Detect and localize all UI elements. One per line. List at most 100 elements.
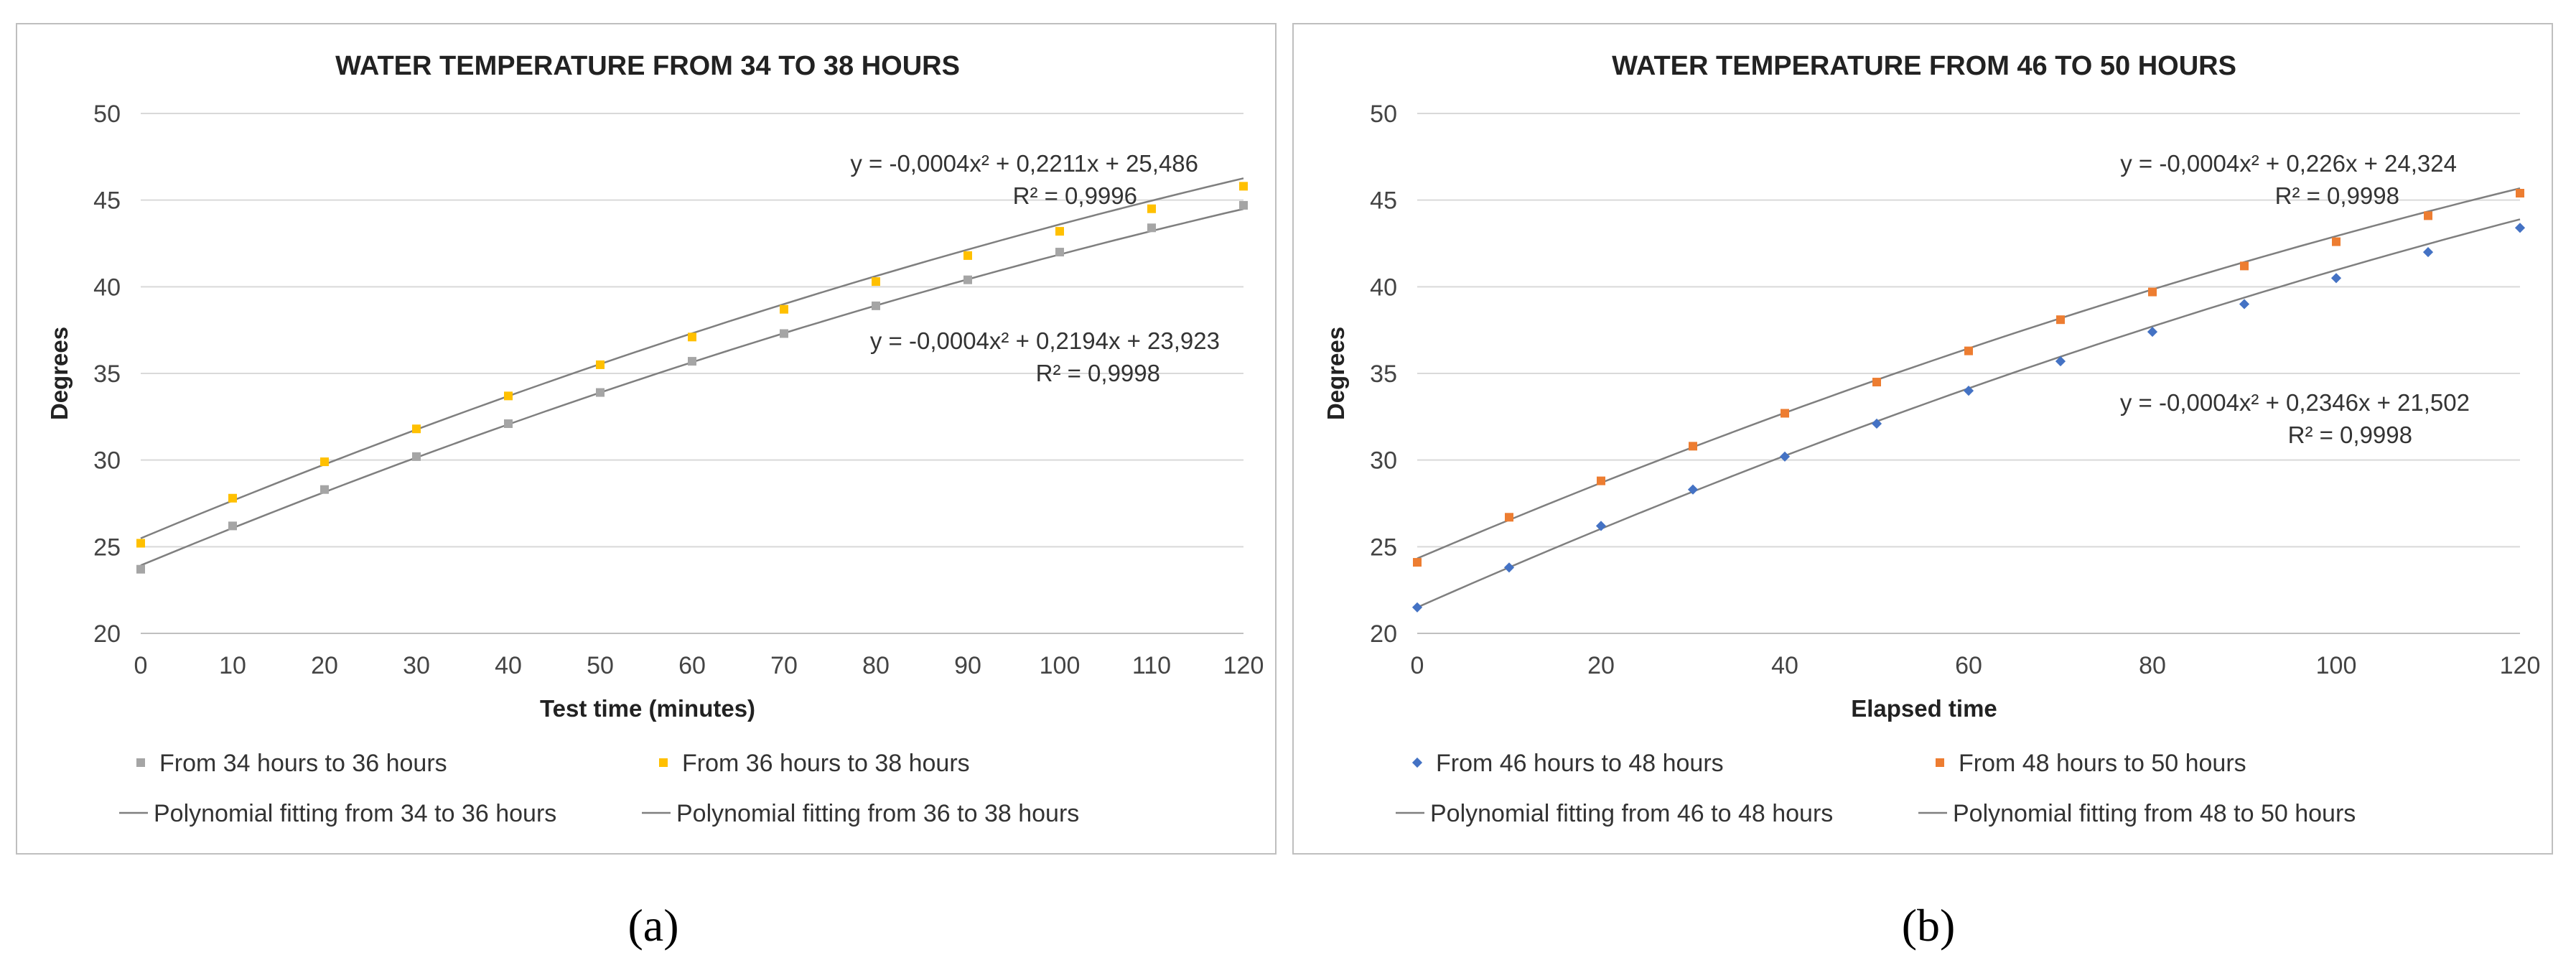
- y-tick-label: 25: [93, 534, 121, 561]
- x-tick-label: 40: [495, 652, 522, 679]
- x-tick-label: 10: [219, 652, 246, 679]
- data-point-series-0: [1147, 223, 1156, 233]
- y-tick-label: 25: [1370, 534, 1397, 561]
- y-tick-label: 45: [1370, 187, 1397, 215]
- legend-label-series-1: From 48 hours to 50 hours: [1959, 750, 2246, 777]
- legend-label-series-0: From 46 hours to 48 hours: [1436, 750, 1724, 777]
- y-axis-title: Degrees: [1322, 327, 1349, 420]
- data-point-series-1: [1055, 227, 1064, 236]
- x-axis-title: Elapsed time: [1851, 695, 1997, 722]
- x-tick-label: 100: [2316, 652, 2357, 679]
- y-tick-label: 50: [1370, 101, 1397, 128]
- fit-r2-lower: R² = 0,9998: [2288, 422, 2412, 448]
- data-point-series-0: [412, 452, 421, 461]
- data-point-series-1: [1147, 204, 1156, 213]
- x-tick-label: 90: [954, 652, 981, 679]
- legend-label-series-0: From 34 hours to 36 hours: [159, 750, 447, 777]
- data-point-series-1: [412, 424, 421, 434]
- legend-label-fit-1: Polynomial fitting from 36 to 38 hours: [676, 800, 1079, 827]
- y-tick-label: 30: [93, 447, 121, 475]
- data-point-series-1: [2240, 261, 2249, 271]
- x-axis-title: Test time (minutes): [540, 695, 755, 722]
- data-point-series-0: [2330, 273, 2342, 284]
- fit-r2-upper: R² = 0,9998: [2275, 182, 2399, 209]
- x-tick-label: 60: [678, 652, 706, 679]
- chart-panel-b: WATER TEMPERATURE FROM 46 TO 50 HOURS 20 2…: [1292, 23, 2553, 855]
- chart-panel-a: WATER TEMPERATURE FROM 34 TO 38 HOURS 20 2…: [16, 23, 1277, 855]
- x-tick-label: 120: [1223, 652, 1264, 679]
- chart-title: WATER TEMPERATURE FROM 34 TO 38 HOURS: [335, 51, 960, 81]
- fit-equation-upper: y = -0,0004x² + 0,2211x + 25,486: [850, 150, 1198, 177]
- x-tick-label: 100: [1040, 652, 1081, 679]
- y-tick-label: 35: [93, 360, 121, 388]
- data-point-series-0: [1055, 248, 1064, 257]
- legend-marker-series-0: [1411, 757, 1423, 768]
- data-point-series-1: [872, 277, 880, 287]
- data-point-series-0: [688, 357, 696, 366]
- data-point-series-1: [1597, 476, 1605, 485]
- data-point-series-0: [504, 419, 513, 428]
- legend-label-series-1: From 36 hours to 38 hours: [682, 750, 970, 777]
- data-point-series-1: [2332, 237, 2341, 246]
- data-point-series-1: [780, 304, 788, 314]
- fit-r2-lower: R² = 0,9998: [1036, 360, 1160, 386]
- data-point-series-0: [1503, 562, 1515, 573]
- fit-r2-upper: R² = 0,9996: [1013, 182, 1137, 209]
- data-point-series-1: [963, 251, 972, 260]
- x-tick-label: 0: [1411, 652, 1424, 679]
- data-point-series-0: [780, 329, 788, 338]
- x-tick-label: 30: [403, 652, 430, 679]
- data-point-series-0: [872, 301, 880, 310]
- chart-title: WATER TEMPERATURE FROM 46 TO 50 HOURS: [1612, 51, 2236, 81]
- data-point-series-1: [2056, 315, 2065, 325]
- data-point-series-0: [1239, 200, 1248, 210]
- legend-label-fit-1: Polynomial fitting from 48 to 50 hours: [1953, 800, 2356, 827]
- x-tick-label: 110: [1132, 652, 1171, 679]
- data-point-series-1: [688, 332, 696, 342]
- data-point-series-1: [320, 457, 329, 467]
- y-tick-label: 50: [93, 101, 121, 128]
- legend-label-fit-0: Polynomial fitting from 46 to 48 hours: [1430, 800, 1833, 827]
- y-tick-label: 40: [1370, 274, 1397, 301]
- data-point-series-0: [2239, 299, 2250, 310]
- x-tick-label: 60: [1955, 652, 1982, 679]
- caption-b: (b): [1901, 900, 1956, 951]
- data-point-series-0: [963, 275, 972, 284]
- x-tick-label: 20: [1587, 652, 1615, 679]
- x-tick-label: 80: [2139, 652, 2166, 679]
- x-tick-label: 0: [134, 652, 148, 679]
- data-point-series-1: [136, 539, 145, 548]
- data-point-series-1: [504, 391, 513, 401]
- fit-curve-0: [140, 208, 1244, 567]
- data-point-series-1: [1872, 378, 1881, 387]
- data-point-series-1: [596, 360, 605, 369]
- y-tick-label: 45: [93, 187, 121, 215]
- fit-equation-upper: y = -0,0004x² + 0,226x + 24,324: [2120, 150, 2457, 177]
- data-point-series-1: [1964, 346, 1973, 355]
- chart-a: WATER TEMPERATURE FROM 34 TO 38 HOURS 20 2…: [46, 51, 1264, 827]
- x-tick-label: 20: [311, 652, 338, 679]
- data-point-series-0: [2422, 246, 2434, 258]
- y-tick-label: 20: [93, 620, 121, 648]
- data-point-series-0: [596, 388, 605, 397]
- data-point-series-1: [1505, 513, 1513, 522]
- chart-b: WATER TEMPERATURE FROM 46 TO 50 HOURS 20 2…: [1322, 51, 2541, 827]
- x-tick-label: 80: [862, 652, 890, 679]
- y-tick-label: 30: [1370, 447, 1397, 475]
- legend-marker-series-1: [659, 758, 668, 767]
- fit-equation-lower: y = -0,0004x² + 0,2194x + 23,923: [870, 327, 1220, 354]
- data-point-series-0: [2514, 223, 2526, 233]
- x-tick-label: 40: [1771, 652, 1798, 679]
- x-tick-label: 50: [587, 652, 614, 679]
- data-point-series-1: [2424, 211, 2432, 220]
- legend-marker-series-0: [136, 758, 145, 767]
- data-point-series-0: [136, 564, 145, 574]
- x-tick-label: 120: [2500, 652, 2541, 679]
- data-point-series-1: [1413, 558, 1422, 567]
- fit-equation-lower: y = -0,0004x² + 0,2346x + 21,502: [2120, 389, 2470, 416]
- data-point-series-1: [1689, 442, 1697, 451]
- data-point-series-1: [228, 493, 237, 503]
- y-tick-label: 20: [1370, 620, 1397, 648]
- y-tick-label: 35: [1370, 360, 1397, 388]
- data-point-series-1: [1781, 409, 1789, 418]
